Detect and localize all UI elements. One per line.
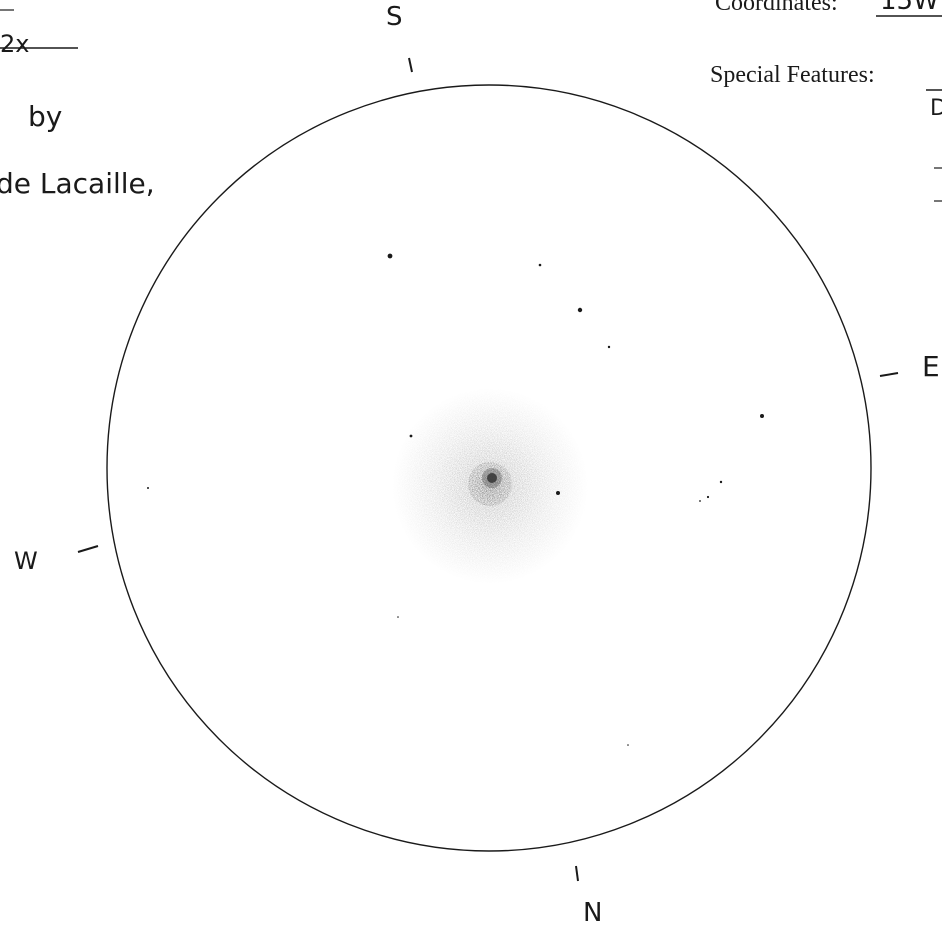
compass-west-label: W [14, 547, 38, 575]
star [627, 744, 629, 746]
star [699, 500, 701, 502]
special-features-label: Special Features: [710, 62, 875, 88]
star [147, 487, 149, 489]
cluster-core [487, 473, 497, 483]
star [706, 495, 710, 499]
note-lacaille: de Lacaille, [0, 167, 155, 200]
star [719, 480, 723, 484]
star [397, 616, 399, 618]
star [409, 434, 413, 438]
special-features-value: D [930, 96, 942, 121]
field-of-view-circle [106, 84, 872, 852]
compass-north-label: N [583, 898, 603, 928]
west-tick [77, 545, 99, 553]
field-stars [147, 253, 764, 746]
globular-cluster [392, 388, 588, 584]
star [577, 307, 583, 313]
magnification-note: 2x [0, 30, 30, 58]
star [538, 263, 542, 267]
north-tick [575, 865, 579, 882]
star [607, 345, 611, 349]
east-tick [879, 372, 899, 377]
south-tick [408, 57, 413, 73]
star [387, 253, 393, 259]
compass-east-label: E [922, 350, 940, 383]
star [556, 491, 560, 495]
coordinates-label: Coordinates: [715, 0, 838, 16]
note-by: by [28, 100, 63, 133]
star [760, 414, 764, 418]
coordinates-value: 15W [880, 0, 939, 16]
compass-south-label: S [386, 2, 403, 32]
